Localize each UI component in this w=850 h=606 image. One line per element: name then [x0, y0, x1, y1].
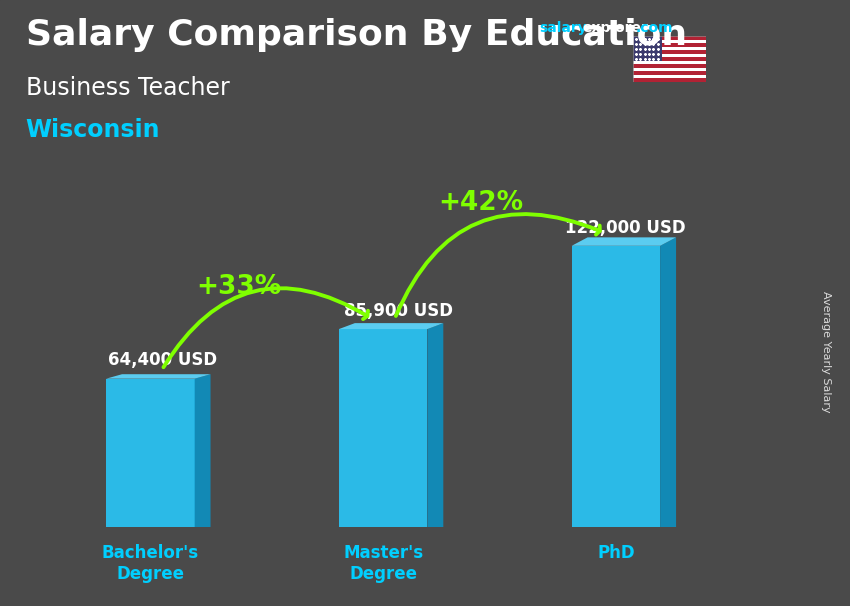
Text: +33%: +33%: [196, 273, 281, 299]
Polygon shape: [428, 323, 444, 527]
Polygon shape: [106, 375, 211, 379]
Bar: [106, 379, 195, 527]
Bar: [633, 44, 706, 47]
Bar: [633, 47, 706, 50]
Text: 122,000 USD: 122,000 USD: [564, 219, 685, 236]
Bar: [633, 78, 706, 82]
Text: salary: salary: [540, 21, 587, 35]
Bar: [633, 61, 706, 64]
Polygon shape: [195, 375, 211, 527]
Bar: [572, 246, 660, 527]
Bar: [339, 329, 428, 527]
Bar: [633, 54, 706, 58]
Text: Wisconsin: Wisconsin: [26, 118, 160, 142]
Bar: [633, 72, 706, 75]
Text: 64,400 USD: 64,400 USD: [109, 351, 218, 370]
Bar: [633, 68, 706, 72]
Text: Salary Comparison By Education: Salary Comparison By Education: [26, 18, 687, 52]
Text: .com: .com: [636, 21, 673, 35]
Bar: [633, 75, 706, 78]
Polygon shape: [572, 238, 676, 246]
Bar: [633, 64, 706, 68]
Polygon shape: [339, 323, 444, 329]
Bar: [633, 40, 706, 44]
Text: +42%: +42%: [439, 190, 524, 216]
Bar: [633, 36, 662, 61]
Text: 85,900 USD: 85,900 USD: [343, 302, 452, 320]
Bar: [633, 50, 706, 54]
Text: Business Teacher: Business Teacher: [26, 76, 230, 100]
Bar: [633, 36, 706, 40]
Bar: [633, 58, 706, 61]
Text: explorer: explorer: [582, 21, 648, 35]
Text: Average Yearly Salary: Average Yearly Salary: [821, 291, 831, 412]
Polygon shape: [660, 238, 676, 527]
